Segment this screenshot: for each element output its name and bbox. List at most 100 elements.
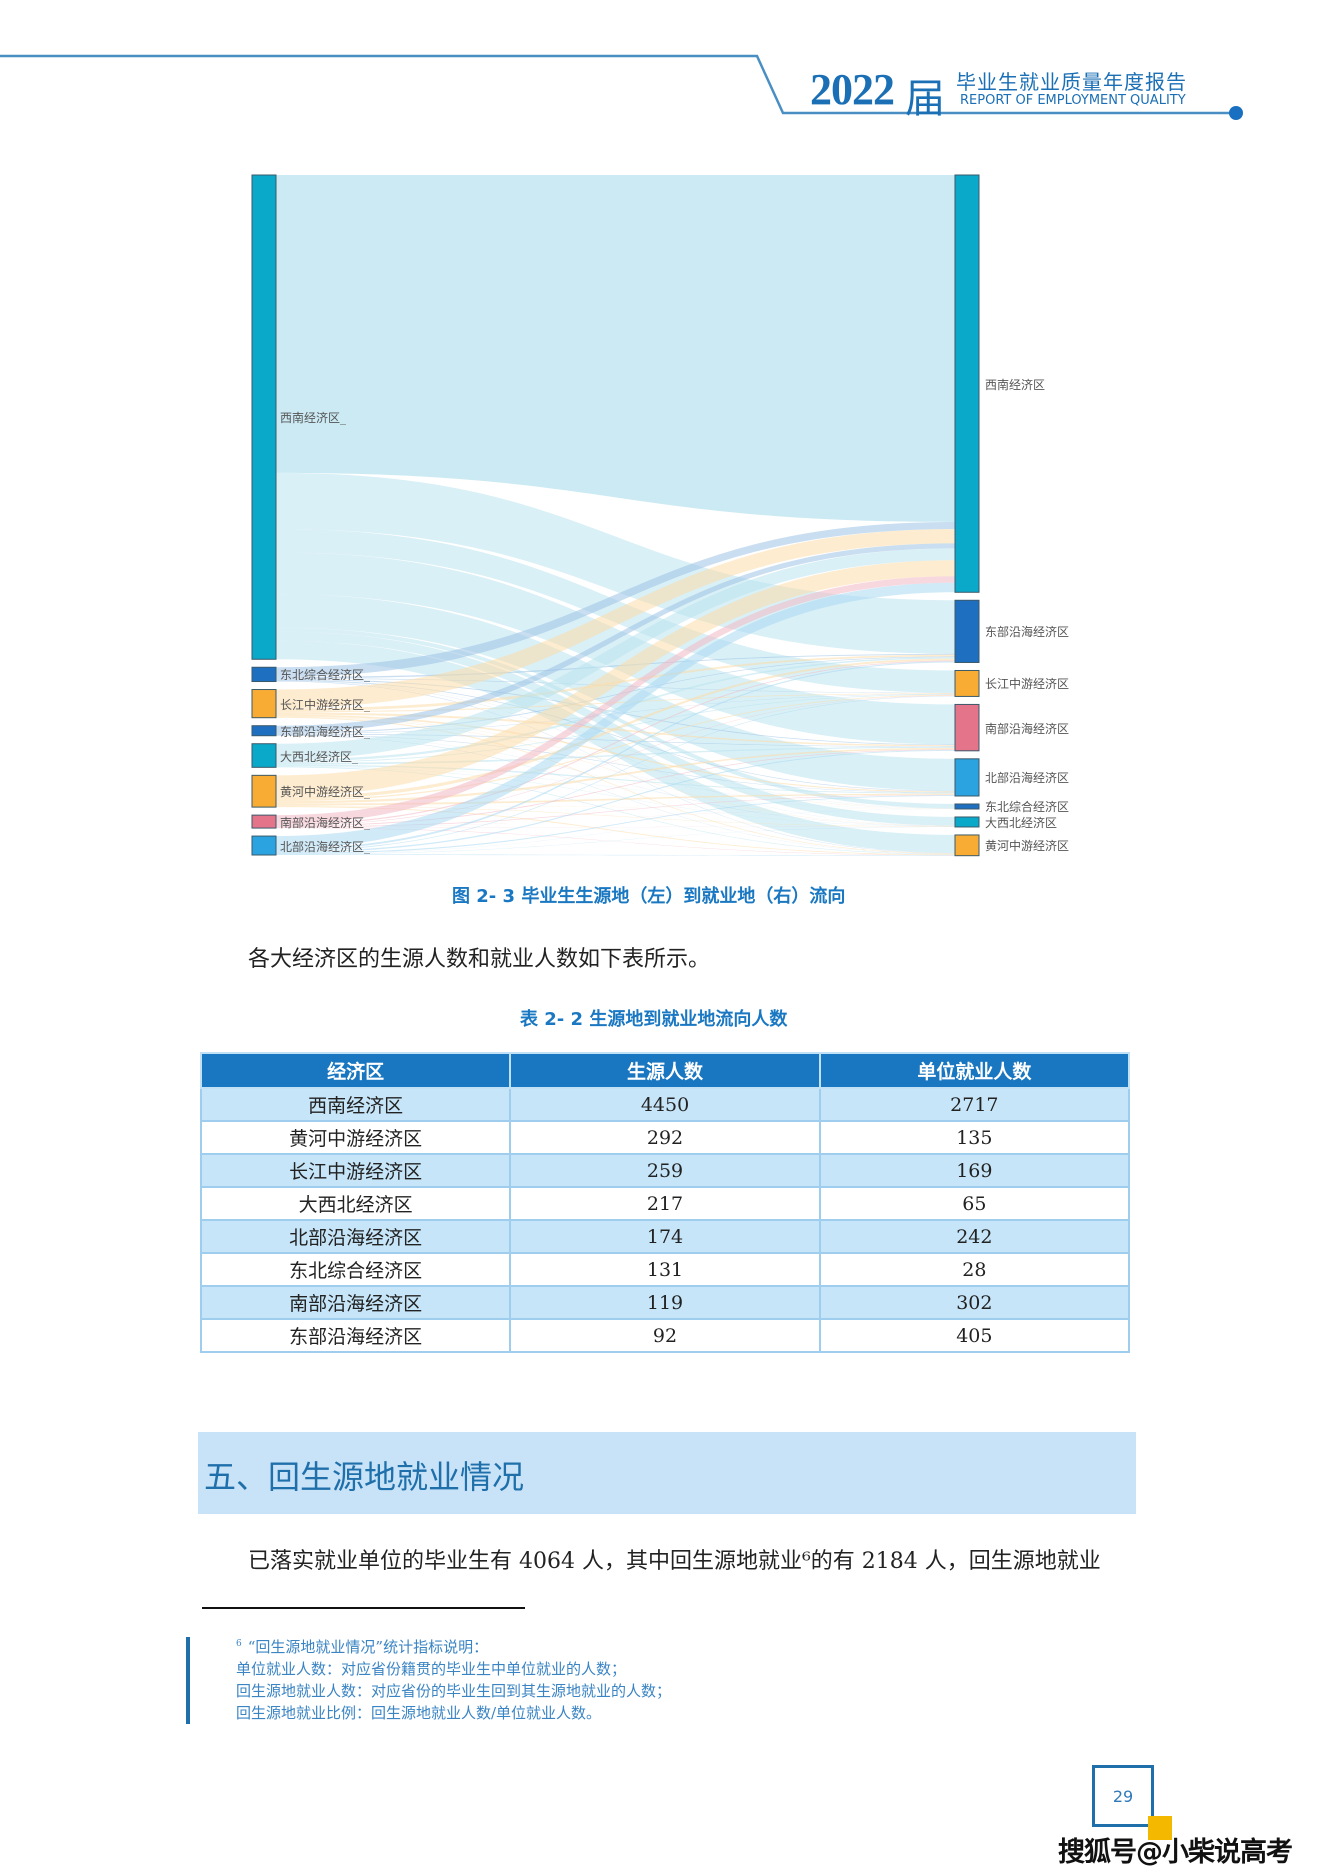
sankey-flow <box>276 175 955 522</box>
sankey-node <box>251 835 277 856</box>
sankey-flow <box>276 764 955 794</box>
table-row: 大西北经济区 217 65 <box>199 1186 1131 1221</box>
source-count-cell: 174 <box>509 1219 821 1254</box>
employed-count-cell: 28 <box>818 1252 1131 1287</box>
page-accent-square <box>1148 1816 1172 1840</box>
table-row: 西南经济区 4450 2717 <box>199 1087 1131 1122</box>
region-cell: 北部沿海经济区 <box>199 1219 512 1254</box>
sankey-flow <box>276 716 955 854</box>
sankey-node <box>251 689 277 719</box>
sankey-node-label: 东北综合经济区 <box>985 800 1070 815</box>
sankey-flow <box>276 681 955 854</box>
sankey-flow <box>276 827 955 856</box>
sankey-flow <box>276 576 955 824</box>
sankey-node-label: 长江中游经济区_ <box>280 697 371 712</box>
region-cell: 黄河中游经济区 <box>199 1120 512 1155</box>
footnote-accent-bar <box>186 1637 190 1724</box>
table-caption: 表 2- 2 生源地到就业地流向人数 <box>520 1009 788 1030</box>
source-count-cell: 4450 <box>509 1087 821 1122</box>
sankey-flow <box>276 826 955 855</box>
column-header: 经济区 <box>199 1052 512 1089</box>
sankey-flow <box>276 794 955 828</box>
sankey-flow <box>276 749 955 827</box>
source-count-cell: 119 <box>509 1285 821 1320</box>
sankey-flow <box>276 808 955 828</box>
sankey-node <box>251 774 277 808</box>
sankey-flow <box>276 695 955 826</box>
source-count-cell: 217 <box>509 1186 821 1221</box>
sankey-node-label: 南部沿海经济区_ <box>280 815 371 830</box>
sankey-node <box>954 669 980 697</box>
page-number: 29 <box>1092 1765 1154 1827</box>
footnote-rule <box>202 1607 525 1609</box>
sankey-flow <box>276 695 955 852</box>
region-cell: 长江中游经济区 <box>199 1153 512 1188</box>
sankey-flow <box>276 793 955 806</box>
sankey-flow <box>276 658 955 800</box>
sankey-flow <box>276 734 955 793</box>
sankey-flow <box>276 808 955 855</box>
sankey-flow <box>276 766 955 809</box>
table-row: 长江中游经济区 259 169 <box>199 1153 1131 1188</box>
sankey-flow <box>276 680 955 809</box>
sankey-node <box>251 725 277 737</box>
table-row: 东北综合经济区 131 28 <box>199 1252 1131 1287</box>
source-count-cell: 92 <box>509 1318 821 1353</box>
table-row: 南部沿海经济区 119 302 <box>199 1285 1131 1320</box>
footnote-line: 单位就业人数：对应省份籍贯的毕业生中单位就业的人数； <box>236 1660 627 1678</box>
sankey-flow <box>276 640 955 853</box>
sankey-flow <box>276 749 955 853</box>
footnote-line: 6 “回生源地就业情况”统计指标说明： <box>236 1636 488 1657</box>
sankey-node-label: 长江中游经济区 <box>985 677 1070 692</box>
region-cell: 南部沿海经济区 <box>199 1285 512 1320</box>
source-count-cell: 292 <box>509 1120 821 1155</box>
source-count-cell: 131 <box>509 1252 821 1287</box>
sankey-node <box>954 599 980 663</box>
footnote-line: 回生源地就业比例：回生源地就业人数/单位就业人数。 <box>236 1704 602 1722</box>
column-header: 生源人数 <box>509 1052 821 1089</box>
sankey-node-label: 大西北经济区_ <box>280 749 359 764</box>
employed-count-cell: 2717 <box>818 1087 1131 1122</box>
section-title: 五、回生源地就业情况 <box>204 1458 525 1496</box>
footnote-number: 6 <box>236 1639 242 1649</box>
sankey-flow <box>276 661 955 851</box>
sankey-flow <box>276 805 955 809</box>
sankey-node-label: 东北综合经济区_ <box>280 668 371 683</box>
section-paragraph: 已落实就业单位的毕业生有 4064 人，其中回生源地就业⁶的有 2184 人，回… <box>248 1549 1101 1574</box>
sankey-flow <box>276 854 955 856</box>
sankey-flow <box>276 735 955 854</box>
employed-count-cell: 65 <box>818 1186 1131 1221</box>
table-row: 黄河中游经济区 292 135 <box>199 1120 1131 1155</box>
sankey-node <box>954 758 980 797</box>
sankey-flow <box>276 521 955 677</box>
sankey-flow <box>276 656 955 734</box>
sankey-node-label: 东部沿海经济区_ <box>280 724 371 739</box>
column-header: 单位就业人数 <box>818 1052 1131 1089</box>
employed-count-cell: 242 <box>818 1219 1131 1254</box>
sankey-flow <box>276 653 955 679</box>
report-title-en: REPORT OF EMPLOYMENT QUALITY <box>960 93 1186 108</box>
section-heading-band: 五、回生源地就业情况 <box>198 1432 1136 1514</box>
sankey-flow <box>276 733 955 747</box>
sankey-node <box>954 816 980 828</box>
sankey-node <box>251 814 277 829</box>
sankey-flow <box>276 735 955 827</box>
employed-count-cell: 302 <box>818 1285 1131 1320</box>
sankey-flow <box>276 716 955 827</box>
employed-count-cell: 169 <box>818 1153 1131 1188</box>
table-row: 东部沿海经济区 92 405 <box>199 1318 1131 1353</box>
sankey-node <box>251 174 277 660</box>
source-count-cell: 259 <box>509 1153 821 1188</box>
sankey-node-label: 黄河中游经济区 <box>985 839 1070 854</box>
footnote-line: 回生源地就业人数：对应省份的毕业生回到其生源地就业的人数； <box>236 1682 672 1700</box>
sankey-flow <box>276 747 955 804</box>
page-number-text: 29 <box>1112 1786 1134 1806</box>
sankey-node <box>251 666 277 683</box>
region-cell: 东部沿海经济区 <box>199 1318 512 1353</box>
sankey-flow <box>276 766 955 827</box>
sankey-flow <box>276 472 955 654</box>
sankey-flow <box>276 548 955 760</box>
sankey-flow <box>276 694 955 802</box>
sankey-flow <box>276 795 955 854</box>
header-dot-icon <box>1229 106 1243 120</box>
